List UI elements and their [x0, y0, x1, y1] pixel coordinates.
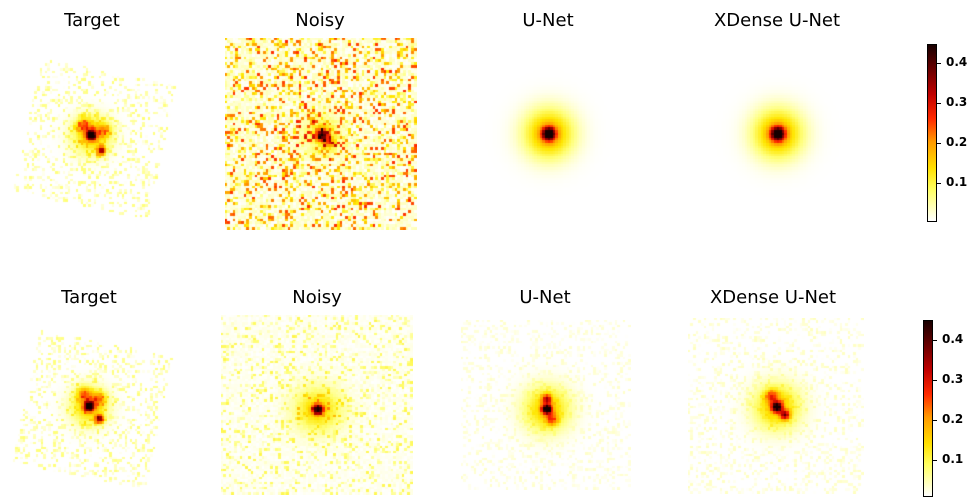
row1-noisy-image	[225, 38, 417, 230]
row2-title-target: Target	[61, 287, 117, 308]
row1-title-xdense: XDense U-Net	[713, 10, 841, 31]
row1-colorbar	[927, 44, 937, 222]
row1-unet-image	[463, 48, 633, 218]
row2-title-unet: U-Net	[519, 287, 571, 308]
row1-colorbar-tick-0.4: 0.4	[946, 55, 968, 69]
row1-target-image	[4, 48, 184, 228]
row1-title-noisy: Noisy	[295, 10, 345, 31]
row2-colorbar-tick-0.4: 0.4	[942, 332, 964, 346]
row2-xdense-image	[688, 318, 864, 494]
row1-colorbar-tick-0.3: 0.3	[946, 95, 968, 109]
row2-title-xdense: XDense U-Net	[709, 287, 837, 308]
row2-colorbar-tick-0.1: 0.1	[942, 452, 964, 466]
row2-colorbar-tick-0.2: 0.2	[942, 412, 964, 426]
row2-colorbar-tick-0.3: 0.3	[942, 372, 964, 386]
row2-title-noisy: Noisy	[292, 287, 342, 308]
row1-colorbar-tick-0.2: 0.2	[946, 135, 968, 149]
row2-target-image	[3, 320, 181, 498]
row2-colorbar	[923, 320, 933, 497]
row2-noisy-image	[221, 315, 413, 495]
row1-title-target: Target	[64, 10, 120, 31]
row1-title-unet: U-Net	[522, 10, 574, 31]
row2-unet-image	[461, 320, 631, 490]
row1-xdense-image	[692, 48, 862, 218]
row1-colorbar-tick-0.1: 0.1	[946, 175, 968, 189]
